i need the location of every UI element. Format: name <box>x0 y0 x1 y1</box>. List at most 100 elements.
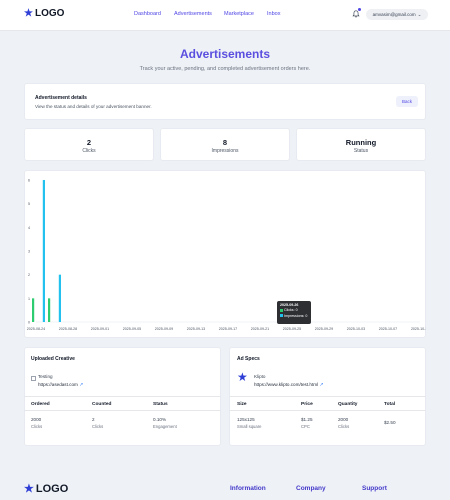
divider <box>229 410 426 411</box>
footer-link-company[interactable]: Company <box>296 485 326 492</box>
specs-title: Ad Specs <box>237 356 260 362</box>
stat-value: 8 <box>222 138 228 147</box>
col-counted: Counted <box>92 402 112 407</box>
chart-card <box>24 170 426 338</box>
x-tick-label: 2025-09-25 <box>283 327 301 331</box>
broken-image-icon <box>31 376 36 381</box>
divider <box>24 396 221 397</box>
stat-card-status: Running Status <box>296 128 426 161</box>
total-value: $2.50 <box>384 420 396 425</box>
stat-card-clicks: 2 Clicks <box>24 128 154 161</box>
x-tick-label: 2025-09-01 <box>91 327 109 331</box>
x-tick-label: 2025-09-17 <box>219 327 237 331</box>
counted-value: 2 <box>92 417 95 422</box>
nav-inbox[interactable]: Inbox <box>267 11 281 17</box>
status-value: 0.10% <box>153 417 167 422</box>
col-total: Total <box>384 402 396 407</box>
footer-logo-text: LOGO <box>35 482 69 495</box>
back-button[interactable]: Back <box>396 96 418 107</box>
star-icon: ★ <box>24 483 34 495</box>
page-title: Advertisements <box>179 47 271 61</box>
activity-chart: 0 1 2 3 4 5 6 2025-08-24 2025-08-28 2025-09-01 202… <box>27 179 426 332</box>
tooltip-impressions: Impressions: 0 <box>280 314 308 319</box>
x-tick-label: 2025-08-24 <box>27 327 45 331</box>
bar-impressions-2025-08-27 <box>58 274 61 322</box>
details-title: Advertisement details <box>35 95 87 101</box>
bar-impressions-2025-08-25 <box>42 180 45 322</box>
x-tick-label: 2025-09-09 <box>155 327 173 331</box>
nav-marketplace[interactable]: Marketplace <box>224 11 254 17</box>
x-tick-label: 2025-08-28 <box>59 327 77 331</box>
price-sub: CPC <box>301 424 310 429</box>
user-menu[interactable]: amvasim@gmail.com ⌄ <box>366 9 428 20</box>
status-sub: Engagement <box>153 424 177 429</box>
logo-text: LOGO <box>34 8 65 19</box>
star-icon: ★ <box>237 370 248 384</box>
x-tick-label: 2025-10-07 <box>379 327 397 331</box>
price-value: $1.25 <box>301 417 313 422</box>
notification-dot <box>358 8 361 11</box>
bar-clicks-2025-08-24 <box>32 298 35 322</box>
col-quantity: Quantity <box>338 402 358 407</box>
x-tick-label: 2025-09-29 <box>315 327 333 331</box>
specs-url[interactable]: https://www.klipto.com/test.html <box>254 382 319 387</box>
x-tick-label: 2025-09-21 <box>251 327 269 331</box>
star-icon: ★ <box>24 8 33 19</box>
chart-tooltip: 2025-09-26 Clicks: 0 Impressions: 0 <box>277 301 311 324</box>
x-tick-label: 2025-09-05 <box>123 327 141 331</box>
y-tick-label: 5 <box>28 202 30 206</box>
logo[interactable]: ★ LOGO <box>24 8 64 19</box>
specs-url-row[interactable]: https://www.klipto.com/test.html ↗ <box>254 382 324 388</box>
ordered-sub: Clicks <box>31 424 43 429</box>
col-price: Price <box>301 402 313 407</box>
external-link-icon[interactable]: ↗ <box>79 382 84 388</box>
stat-value: 2 <box>86 138 92 147</box>
x-tick-label: 2025-09-13 <box>187 327 205 331</box>
footer-link-support[interactable]: Support <box>362 485 387 492</box>
tooltip-date: 2025-09-26 <box>280 303 299 307</box>
y-tick-label: 3 <box>28 250 30 254</box>
details-description: View the status and details of your adve… <box>35 104 152 109</box>
divider <box>24 410 221 411</box>
stat-label: Clicks <box>82 148 96 154</box>
size-sub: Small square <box>237 424 262 429</box>
col-size: Size <box>237 402 247 407</box>
creative-url[interactable]: https://asedast.com <box>38 382 78 387</box>
quantity-value: 2000 <box>338 417 349 422</box>
user-email: amvasim@gmail.com <box>372 12 416 17</box>
x-tick-label: 2025-10-11 <box>411 327 426 331</box>
y-tick-label: 4 <box>28 226 30 230</box>
external-link-icon[interactable]: ↗ <box>319 382 324 388</box>
y-tick-label: 1 <box>28 297 30 301</box>
stat-value: Running <box>345 138 377 147</box>
footer <box>0 462 450 500</box>
y-tick-label: 6 <box>28 179 30 183</box>
details-card: Advertisement details View the status an… <box>24 83 426 120</box>
top-navigation-bar: ★ LOGO Dashboard Advertisements Marketpl… <box>0 0 450 31</box>
nav-dashboard[interactable]: Dashboard <box>134 11 161 17</box>
nav-advertisements[interactable]: Advertisements <box>174 11 212 17</box>
specs-name: Klipto <box>254 374 266 379</box>
size-value: 125x125 <box>237 417 255 422</box>
chevron-down-icon: ⌄ <box>417 11 422 17</box>
footer-logo[interactable]: ★ LOGO <box>24 482 69 496</box>
counted-sub: Clicks <box>92 424 104 429</box>
footer-link-information[interactable]: Information <box>230 485 266 492</box>
stat-label: Impressions <box>211 148 239 154</box>
quantity-sub: Clicks <box>338 424 350 429</box>
page-subtitle: Track your active, pending, and complete… <box>139 66 311 72</box>
bar-clicks-2025-08-26 <box>48 298 51 322</box>
stat-label: Status <box>353 148 369 154</box>
creative-name: Testing <box>38 374 53 379</box>
ordered-value: 2000 <box>31 417 42 422</box>
col-ordered: Ordered <box>31 402 50 407</box>
stat-card-impressions: 8 Impressions <box>160 128 290 161</box>
x-tick-label: 2025-10-03 <box>347 327 365 331</box>
bell-icon[interactable] <box>352 10 360 18</box>
divider <box>229 396 426 397</box>
tooltip-clicks: Clicks: 0 <box>280 308 308 313</box>
creative-title: Uploaded Creative <box>31 356 75 362</box>
creative-url-row[interactable]: https://asedast.com ↗ <box>38 382 83 388</box>
col-status: Status <box>153 402 168 407</box>
y-tick-label: 0 <box>28 321 30 325</box>
